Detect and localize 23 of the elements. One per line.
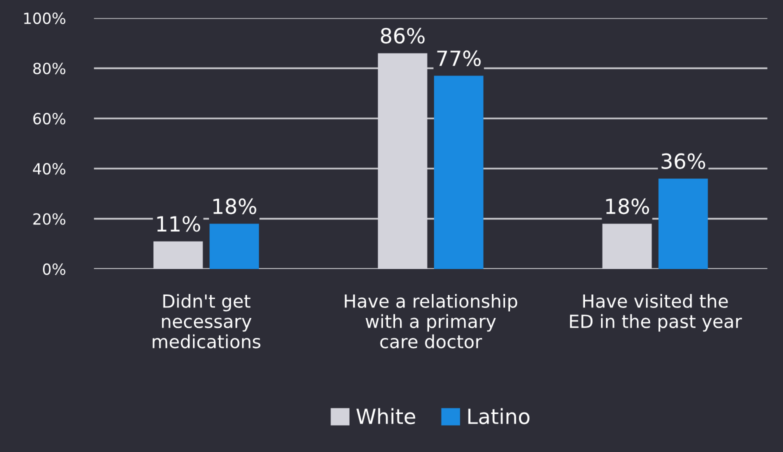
y-tick-label: 40% bbox=[32, 163, 66, 175]
y-tick-label: 0% bbox=[42, 263, 66, 275]
data-label: 86% bbox=[380, 28, 425, 44]
data-label: 36% bbox=[662, 153, 706, 170]
x-tick-label: Didn't get necessary medications bbox=[152, 294, 260, 348]
y-tick-label: 60% bbox=[33, 112, 66, 124]
bar bbox=[602, 224, 652, 269]
bar bbox=[434, 76, 484, 269]
legend-label: Latino bbox=[468, 408, 530, 424]
bar bbox=[153, 241, 203, 269]
y-tick-label: 20% bbox=[33, 213, 66, 225]
data-label: 11% bbox=[157, 216, 200, 232]
data-label: 18% bbox=[606, 198, 650, 214]
y-tick-label: 100% bbox=[24, 12, 66, 24]
data-label: 18% bbox=[213, 198, 256, 214]
bar bbox=[210, 224, 259, 269]
y-tick-label: 80% bbox=[33, 62, 66, 74]
bar bbox=[378, 53, 428, 269]
legend-label: White bbox=[356, 408, 416, 424]
bar bbox=[658, 178, 708, 269]
x-tick-label: Have a relationship with a primary care doctor bbox=[344, 294, 518, 348]
data-label: 77% bbox=[437, 50, 481, 66]
x-tick-label: Have visited the ED in the past year bbox=[570, 294, 742, 332]
